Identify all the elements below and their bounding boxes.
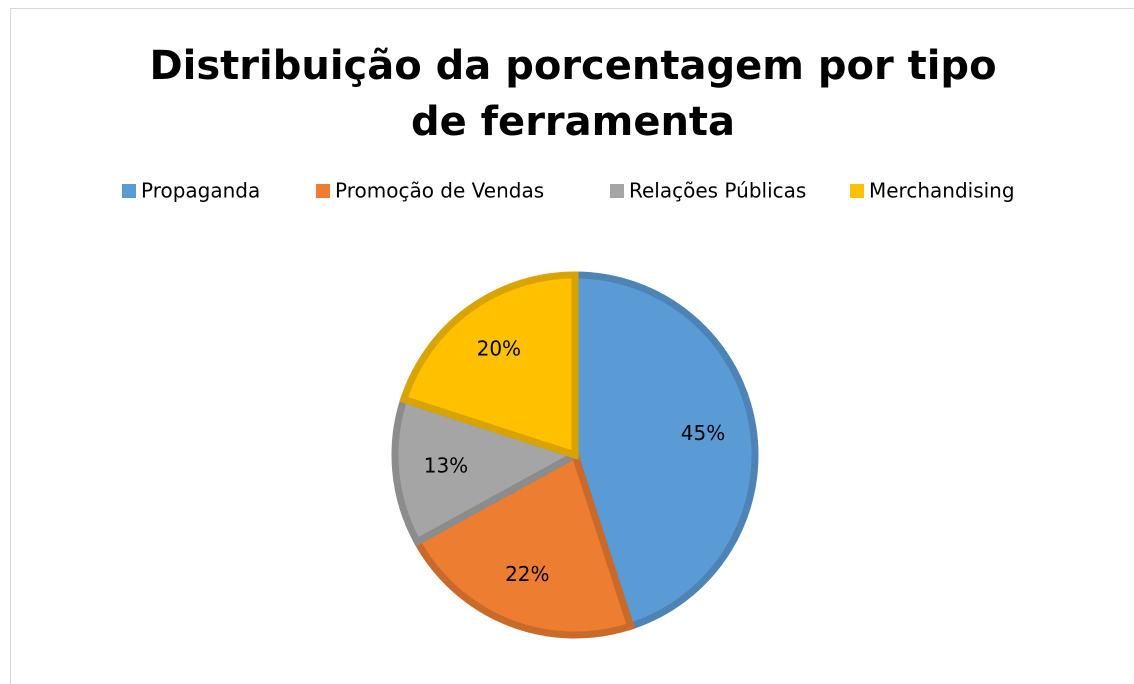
pie-slice <box>412 449 636 639</box>
pie-slice <box>391 394 584 547</box>
legend-swatch <box>850 184 864 198</box>
chart-frame <box>10 8 1134 684</box>
data-label: 13% <box>424 454 468 478</box>
legend-swatch <box>122 184 136 198</box>
data-label: 45% <box>681 421 725 445</box>
legend-label: Relações Públicas <box>629 179 806 203</box>
legend-label: Merchandising <box>869 179 1015 203</box>
legend-swatch <box>610 184 624 198</box>
data-label: 22% <box>505 562 549 586</box>
legend-label: Promoção de Vendas <box>335 179 544 203</box>
pie-slice <box>571 271 759 631</box>
legend-swatch <box>316 184 330 198</box>
legend-label: Propaganda <box>141 179 260 203</box>
data-label: 20% <box>477 337 521 361</box>
chart-title: Distribuição da porcentagem por tipo de … <box>149 43 997 145</box>
pie-slice <box>399 271 579 460</box>
